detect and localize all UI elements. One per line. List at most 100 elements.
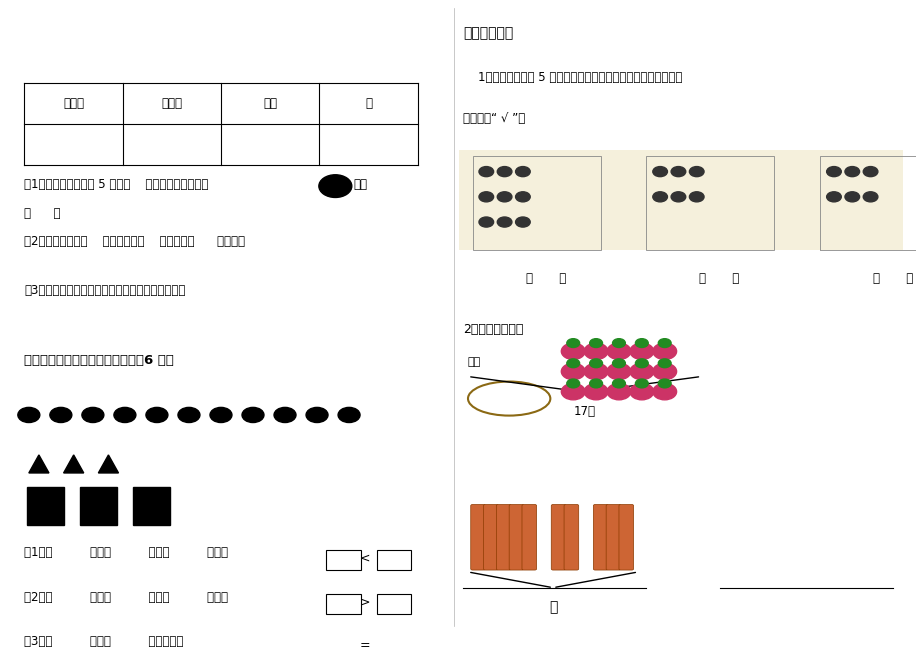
Text: （       ）: （ ） (525, 273, 565, 286)
Circle shape (630, 363, 653, 380)
Circle shape (635, 339, 648, 348)
Circle shape (306, 408, 328, 422)
Circle shape (589, 339, 602, 348)
Bar (820, 156, 919, 251)
Text: （3）给从右数的第三个图形，涂上你喜欢的颜色。: （3）给从右数的第三个图形，涂上你喜欢的颜色。 (24, 284, 186, 297)
Bar (80, 487, 117, 525)
Circle shape (607, 363, 630, 380)
Circle shape (319, 174, 351, 197)
Bar (326, 594, 360, 614)
Circle shape (826, 192, 840, 202)
Circle shape (688, 167, 703, 176)
Bar (472, 156, 600, 251)
FancyBboxPatch shape (593, 505, 607, 570)
Text: ？个: ？个 (468, 357, 481, 367)
Text: 在下面画“ √ ”。: 在下面画“ √ ”。 (463, 112, 525, 125)
Text: >: > (359, 596, 369, 609)
Text: 2、看图列式计算: 2、看图列式计算 (463, 323, 523, 336)
Bar (376, 638, 411, 651)
Text: 正方体: 正方体 (62, 98, 84, 110)
Circle shape (658, 379, 670, 388)
Bar (376, 549, 411, 570)
Text: 四、比一比，画一画，写一写。（6 分）: 四、比一比，画一画，写一写。（6 分） (24, 354, 174, 367)
Circle shape (670, 167, 685, 176)
Circle shape (635, 359, 648, 368)
Circle shape (497, 167, 511, 176)
Polygon shape (98, 455, 119, 473)
Polygon shape (63, 455, 84, 473)
Text: （1）（          ）比（          ）少（          ）个。: （1）（ ）比（ ）少（ ）个。 (24, 546, 228, 559)
Bar (133, 487, 169, 525)
FancyBboxPatch shape (471, 505, 485, 570)
FancyBboxPatch shape (563, 505, 578, 570)
Text: 1、幼儿园小班有 5 人，每人发一个皮球，买哪两盒比较合适？: 1、幼儿园小班有 5 人，每人发一个皮球，买哪两盒比较合适？ (463, 71, 682, 84)
Circle shape (561, 363, 584, 380)
Circle shape (177, 408, 199, 422)
Bar (326, 549, 360, 570)
Circle shape (862, 192, 877, 202)
Circle shape (479, 167, 494, 176)
Text: （3）（          ）和（          ）同样多。: （3）（ ）和（ ）同样多。 (24, 635, 184, 648)
Bar (326, 638, 360, 651)
Circle shape (17, 408, 40, 422)
FancyBboxPatch shape (496, 505, 510, 570)
FancyBboxPatch shape (550, 505, 565, 570)
Circle shape (652, 363, 675, 380)
Circle shape (561, 343, 584, 359)
Circle shape (670, 192, 685, 202)
Circle shape (612, 339, 625, 348)
Circle shape (630, 383, 653, 400)
Bar (459, 150, 902, 251)
Circle shape (82, 408, 104, 422)
FancyBboxPatch shape (483, 505, 498, 570)
Circle shape (844, 167, 858, 176)
Circle shape (589, 379, 602, 388)
Circle shape (337, 408, 359, 422)
FancyBboxPatch shape (508, 505, 523, 570)
Circle shape (652, 167, 666, 176)
Circle shape (584, 343, 607, 359)
Text: 是      。: 是 。 (24, 206, 61, 219)
Circle shape (826, 167, 840, 176)
Text: （2）（          ）比（          ）多（          ）个。: （2）（ ）比（ ）多（ ）个。 (24, 590, 228, 603)
Circle shape (607, 383, 630, 400)
Text: ？: ？ (549, 600, 557, 615)
Circle shape (497, 217, 511, 227)
Circle shape (844, 192, 858, 202)
FancyBboxPatch shape (606, 505, 620, 570)
Circle shape (658, 359, 670, 368)
FancyBboxPatch shape (521, 505, 536, 570)
Circle shape (652, 192, 666, 202)
Polygon shape (28, 455, 49, 473)
Text: 长方体: 长方体 (161, 98, 182, 110)
Bar (646, 156, 774, 251)
Circle shape (612, 379, 625, 388)
Text: 圆柱: 圆柱 (263, 98, 277, 110)
Text: （       ）: （ ） (698, 273, 739, 286)
Bar (27, 487, 63, 525)
Text: （       ）: （ ） (872, 273, 913, 286)
Text: ）个: ）个 (353, 178, 368, 191)
Circle shape (479, 217, 494, 227)
Circle shape (566, 379, 579, 388)
Text: 球: 球 (365, 98, 371, 110)
Circle shape (242, 408, 264, 422)
Circle shape (688, 192, 703, 202)
Text: （1）从右往左数，第 5 个是（    ），从左往右数第（: （1）从右往左数，第 5 个是（ ），从左往右数第（ (24, 178, 209, 191)
Circle shape (515, 167, 529, 176)
Circle shape (584, 363, 607, 380)
Circle shape (612, 359, 625, 368)
Circle shape (146, 408, 168, 422)
Circle shape (561, 383, 584, 400)
Circle shape (862, 167, 877, 176)
Bar (376, 594, 411, 614)
Circle shape (210, 408, 232, 422)
Text: <: < (359, 551, 369, 564)
Text: 五、选一选。: 五、选一选。 (463, 27, 513, 40)
FancyBboxPatch shape (618, 505, 633, 570)
Circle shape (114, 408, 136, 422)
Text: （2）上面一共有（    ）个图形，（    ）最多，（      ）最少。: （2）上面一共有（ ）个图形，（ ）最多，（ ）最少。 (24, 235, 245, 248)
Circle shape (515, 217, 529, 227)
Text: 17个: 17个 (573, 405, 595, 418)
Circle shape (497, 192, 511, 202)
